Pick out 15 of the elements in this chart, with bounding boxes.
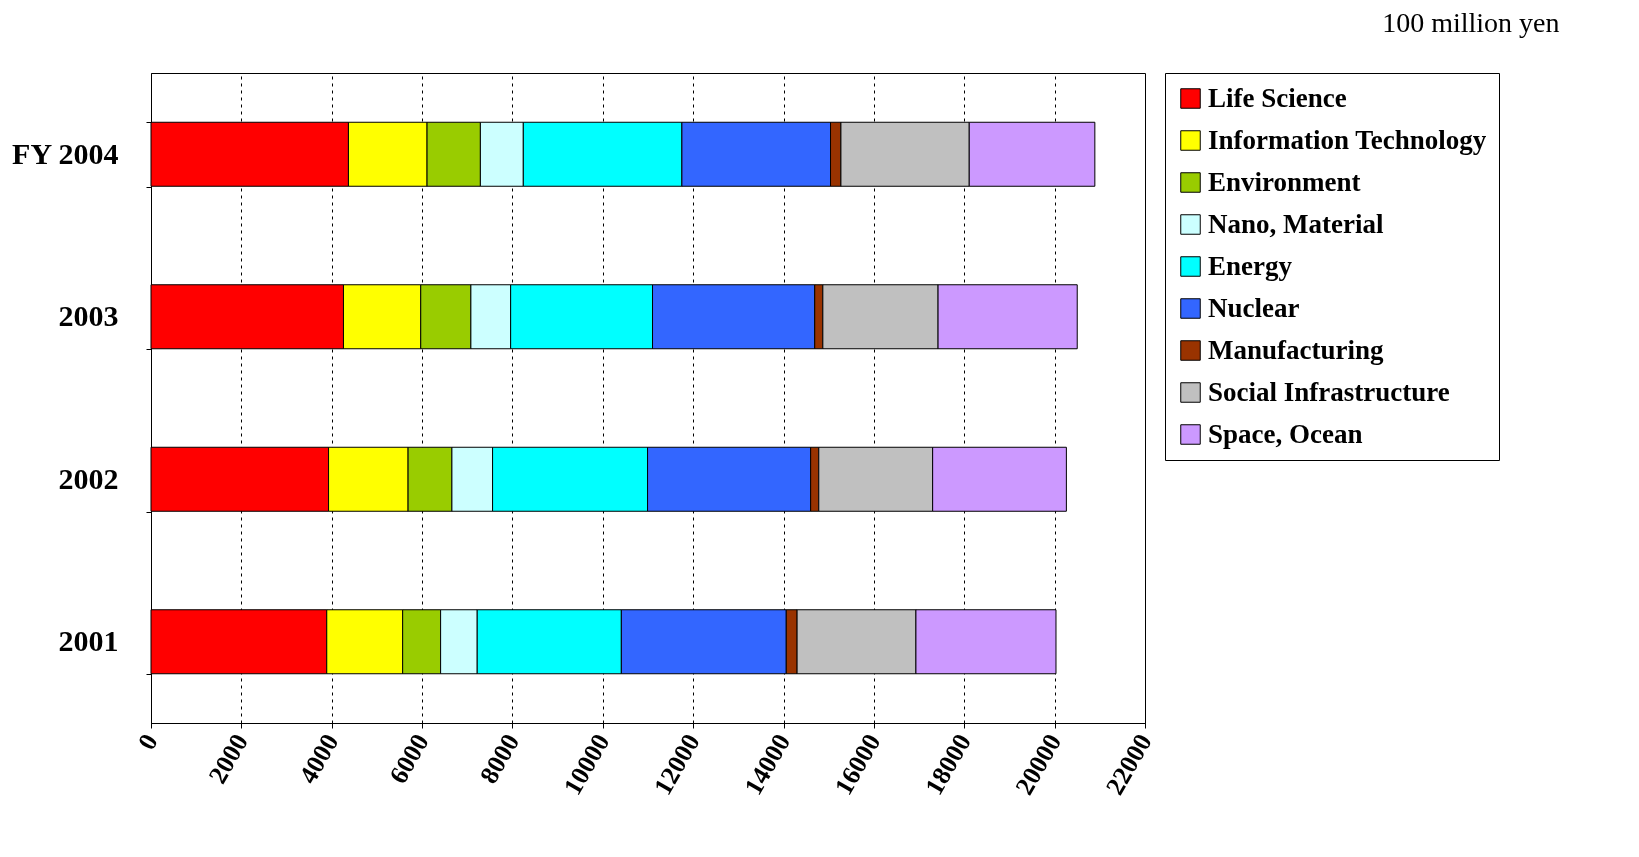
legend-label: Life Science bbox=[1208, 82, 1347, 113]
legend-label: Manufacturing bbox=[1208, 334, 1384, 365]
legend-label: Social Infrastructure bbox=[1208, 376, 1450, 407]
y-tick-label: FY 2004 bbox=[12, 136, 119, 170]
legend-label: Environment bbox=[1208, 166, 1361, 197]
legend-label: Space, Ocean bbox=[1208, 418, 1363, 449]
legend-label: Energy bbox=[1208, 250, 1293, 281]
legend-label: Nuclear bbox=[1208, 292, 1300, 323]
legend-label: Information Technology bbox=[1208, 124, 1487, 155]
legend-label: Nano, Material bbox=[1208, 208, 1384, 239]
y-tick-label: 2001 bbox=[58, 624, 119, 658]
y-tick-label: 2002 bbox=[58, 461, 119, 495]
y-tick-label: 2003 bbox=[58, 299, 119, 333]
x-tick-label: 0 bbox=[132, 729, 164, 755]
text: 100 million yen bbox=[1382, 7, 1560, 38]
